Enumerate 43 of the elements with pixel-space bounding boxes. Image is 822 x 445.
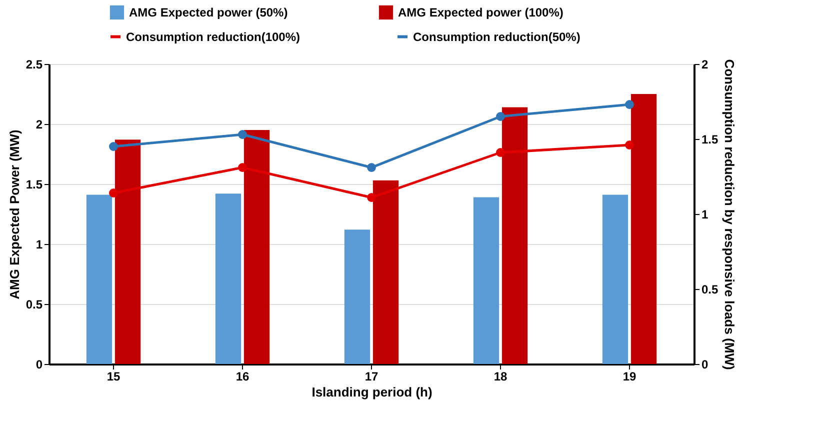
- bar: [630, 94, 657, 364]
- y2-tick-label: 1: [702, 208, 708, 222]
- bar: [244, 130, 270, 364]
- bar: [502, 107, 528, 364]
- bar: [215, 194, 242, 364]
- y2-axis-title: Consumption reduction by responsive loads (MW): [722, 59, 738, 370]
- y-tick-label: 1.5: [26, 178, 43, 192]
- y-tick-label: 1: [36, 238, 43, 252]
- bar: [372, 180, 399, 364]
- y-tick-label: 2.5: [26, 58, 43, 72]
- point: [625, 100, 634, 109]
- bar: [344, 230, 370, 364]
- x-tick-label: 18: [494, 370, 508, 384]
- x-axis-title: Islanding period (h): [312, 384, 432, 400]
- y-tick-label: 0: [36, 358, 43, 372]
- y2-tick-label: 1.5: [702, 132, 719, 146]
- point: [238, 130, 247, 139]
- y2-tick-label: 2: [702, 58, 708, 72]
- y-axis-title: AMG Expected Power (MW): [6, 130, 22, 300]
- y-tick-label: 2: [36, 118, 43, 132]
- y-tick-label: 0.5: [26, 298, 43, 312]
- point: [496, 148, 505, 157]
- x-tick-label: 19: [622, 370, 636, 384]
- x-tick-label: 17: [364, 370, 378, 384]
- x-tick-label: 15: [106, 370, 120, 384]
- point: [109, 142, 118, 151]
- point: [367, 163, 376, 172]
- legend-label: Consumption reduction(100%): [126, 30, 300, 44]
- point: [625, 140, 634, 150]
- bar: [602, 194, 628, 364]
- y2-tick-label: 0: [702, 358, 708, 372]
- bar: [473, 197, 500, 364]
- legend-label: AMG Expected power (50%): [129, 5, 288, 20]
- bar: [114, 140, 141, 364]
- bar: [86, 194, 112, 364]
- point: [109, 188, 118, 198]
- y2-tick-label: 0.5: [702, 282, 719, 296]
- legend-label: AMG Expected power (100%): [398, 5, 564, 20]
- point: [496, 112, 505, 121]
- point: [238, 163, 247, 172]
- x-tick-label: 16: [236, 370, 250, 384]
- point: [367, 193, 376, 202]
- legend-label: Consumption reduction(50%): [413, 30, 580, 44]
